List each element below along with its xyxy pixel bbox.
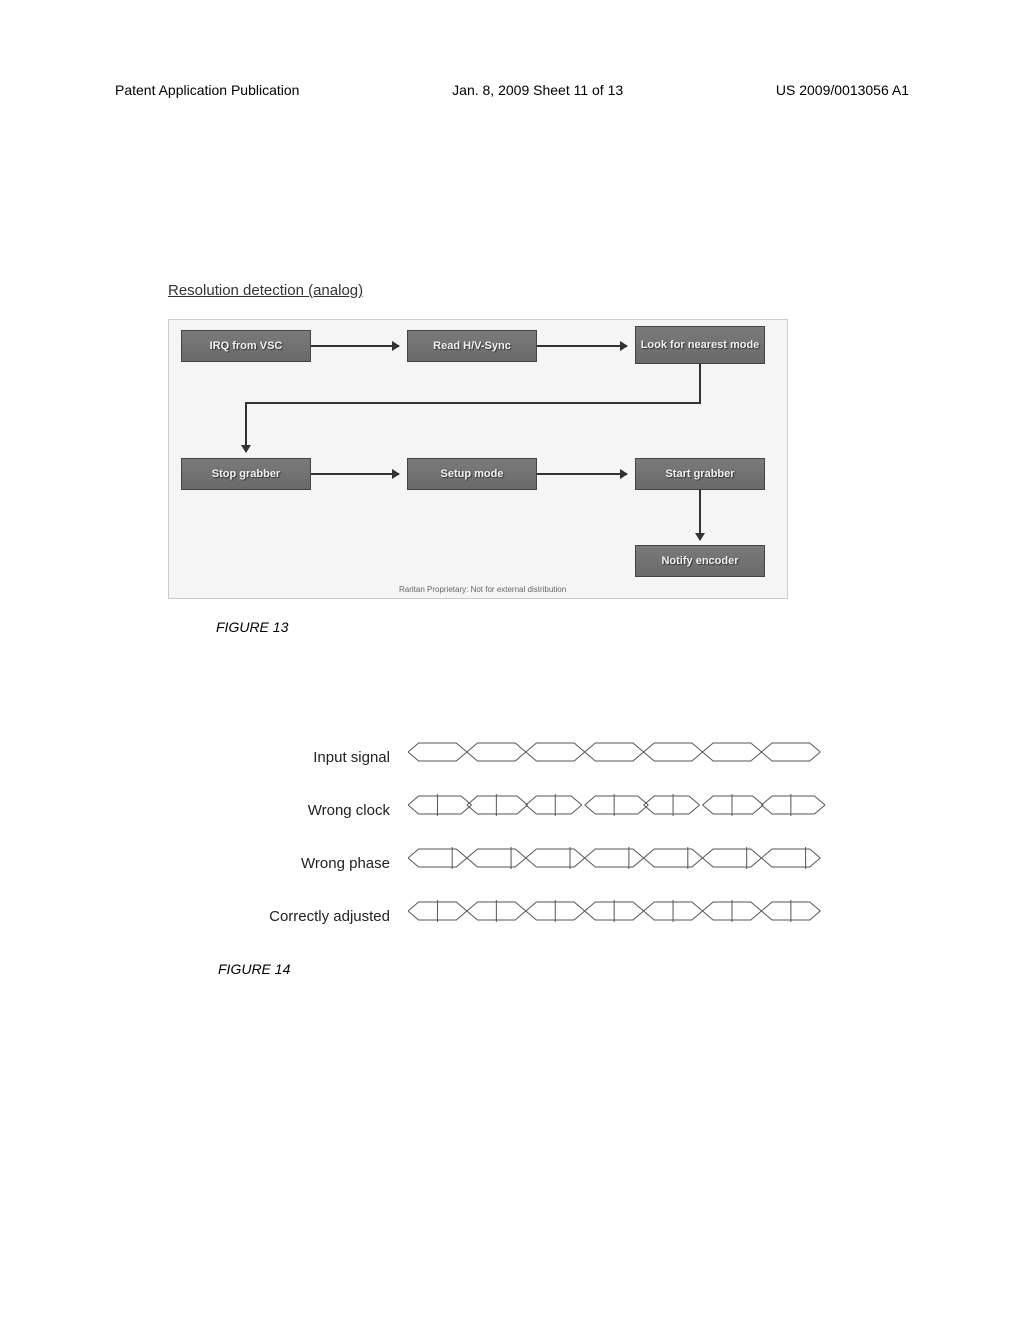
- flowchart-container: IRQ from VSC Read H/V-Sync Look for near…: [168, 319, 788, 599]
- header-left: Patent Application Publication: [115, 82, 299, 98]
- signal-label: Wrong clock: [168, 802, 408, 819]
- figure-13-title: Resolution detection (analog): [168, 282, 788, 299]
- arrow-irq-read: [311, 345, 399, 347]
- signal-waveform: [408, 790, 858, 830]
- signal-row: Correctly adjusted: [168, 891, 868, 941]
- connector-look-left: [245, 402, 701, 404]
- signal-waveform: [408, 896, 858, 936]
- figure-13: Resolution detection (analog) IRQ from V…: [168, 282, 788, 635]
- flow-box-stop: Stop grabber: [181, 458, 311, 490]
- signal-row: Wrong phase: [168, 838, 868, 888]
- arrow-start-notify: [699, 490, 701, 540]
- arrow-setup-start: [537, 473, 627, 475]
- flow-box-start: Start grabber: [635, 458, 765, 490]
- header-center: Jan. 8, 2009 Sheet 11 of 13: [452, 82, 623, 98]
- flow-box-read: Read H/V-Sync: [407, 330, 537, 362]
- signal-row: Input signal: [168, 732, 868, 782]
- signal-waveform: [408, 843, 858, 883]
- arrow-read-look: [537, 345, 627, 347]
- signal-waveform: [408, 737, 858, 777]
- figure-14: Input signal Wrong clock Wrong phase Correc…: [168, 732, 868, 977]
- page-header: Patent Application Publication Jan. 8, 2…: [115, 82, 909, 98]
- signal-label: Input signal: [168, 749, 408, 766]
- figure-13-caption: FIGURE 13: [216, 619, 788, 635]
- arrow-to-stop: [245, 402, 247, 452]
- signal-rows: Input signal Wrong clock Wrong phase Correc…: [168, 732, 868, 941]
- header-right: US 2009/0013056 A1: [776, 82, 909, 98]
- signal-row: Wrong clock: [168, 785, 868, 835]
- arrow-stop-setup: [311, 473, 399, 475]
- flow-box-notify: Notify encoder: [635, 545, 765, 577]
- signal-label: Wrong phase: [168, 855, 408, 872]
- flow-box-irq: IRQ from VSC: [181, 330, 311, 362]
- flow-box-setup: Setup mode: [407, 458, 537, 490]
- signal-label: Correctly adjusted: [168, 908, 408, 925]
- figure-14-caption: FIGURE 14: [218, 961, 868, 977]
- proprietary-note: Raritan Proprietary: Not for external di…: [399, 585, 566, 594]
- flow-box-look: Look for nearest mode: [635, 326, 765, 364]
- connector-look-down: [699, 364, 701, 404]
